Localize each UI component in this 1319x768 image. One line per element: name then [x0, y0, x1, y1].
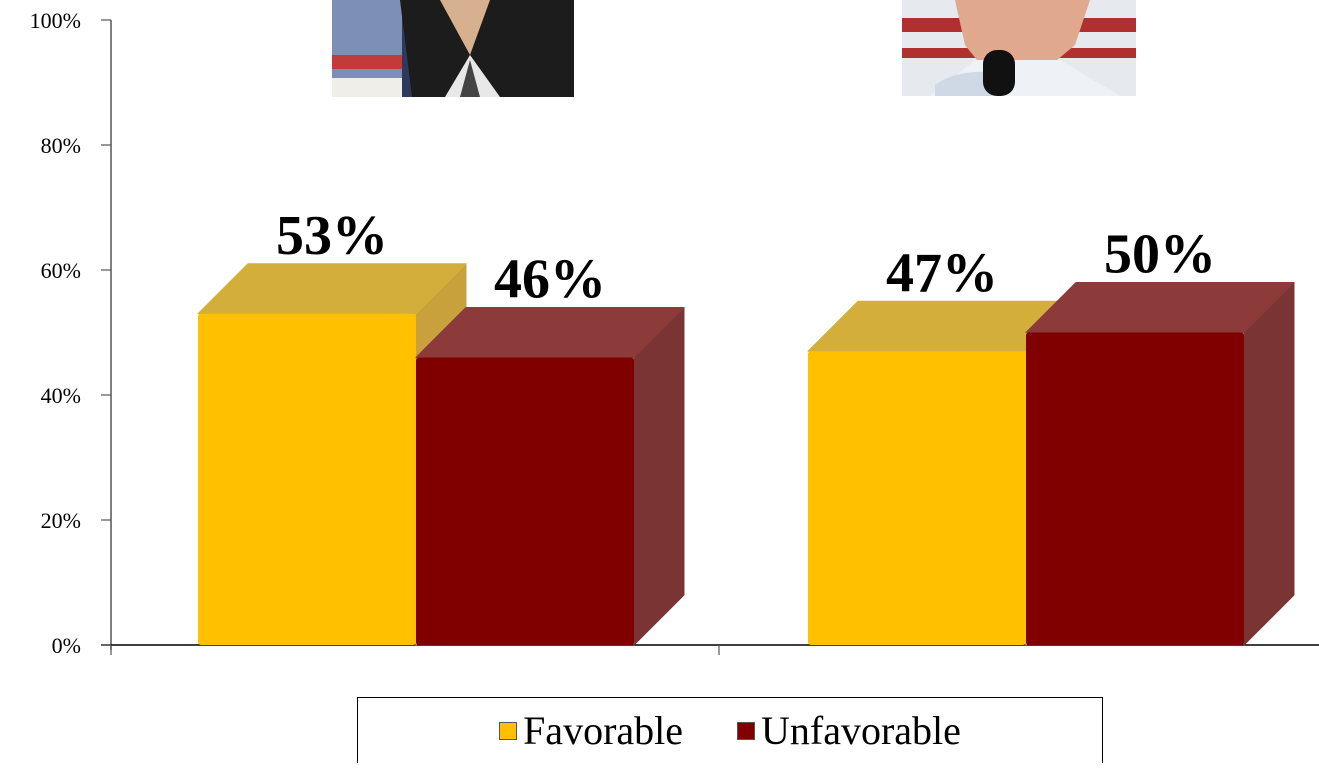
legend-item-unfavorable: Unfavorable [737, 707, 961, 754]
legend-swatch-favorable [499, 721, 518, 740]
legend-label-unfavorable: Unfavorable [761, 708, 961, 753]
data-label: 46% [494, 249, 606, 311]
bar-unfavorable-2 [1025, 282, 1295, 646]
y-tick-label: 20% [41, 508, 81, 533]
data-label: 53% [276, 205, 388, 267]
data-label: 50% [1104, 224, 1216, 286]
y-tick-label: 0% [52, 633, 81, 658]
candidate-photo-left [332, 0, 574, 97]
y-tick-label: 80% [41, 133, 81, 158]
data-label: 47% [886, 242, 998, 304]
bar-unfavorable-1 [415, 307, 685, 646]
legend-swatch-unfavorable [737, 721, 756, 740]
y-tick-label: 60% [41, 258, 81, 283]
candidate-photo-right [902, 0, 1136, 96]
y-tick-label: 40% [41, 383, 81, 408]
y-tick-label: 100% [30, 8, 81, 33]
chart-legend: Favorable Unfavorable [357, 697, 1103, 763]
legend-item-favorable: Favorable [499, 707, 683, 754]
legend-label-favorable: Favorable [523, 708, 684, 753]
